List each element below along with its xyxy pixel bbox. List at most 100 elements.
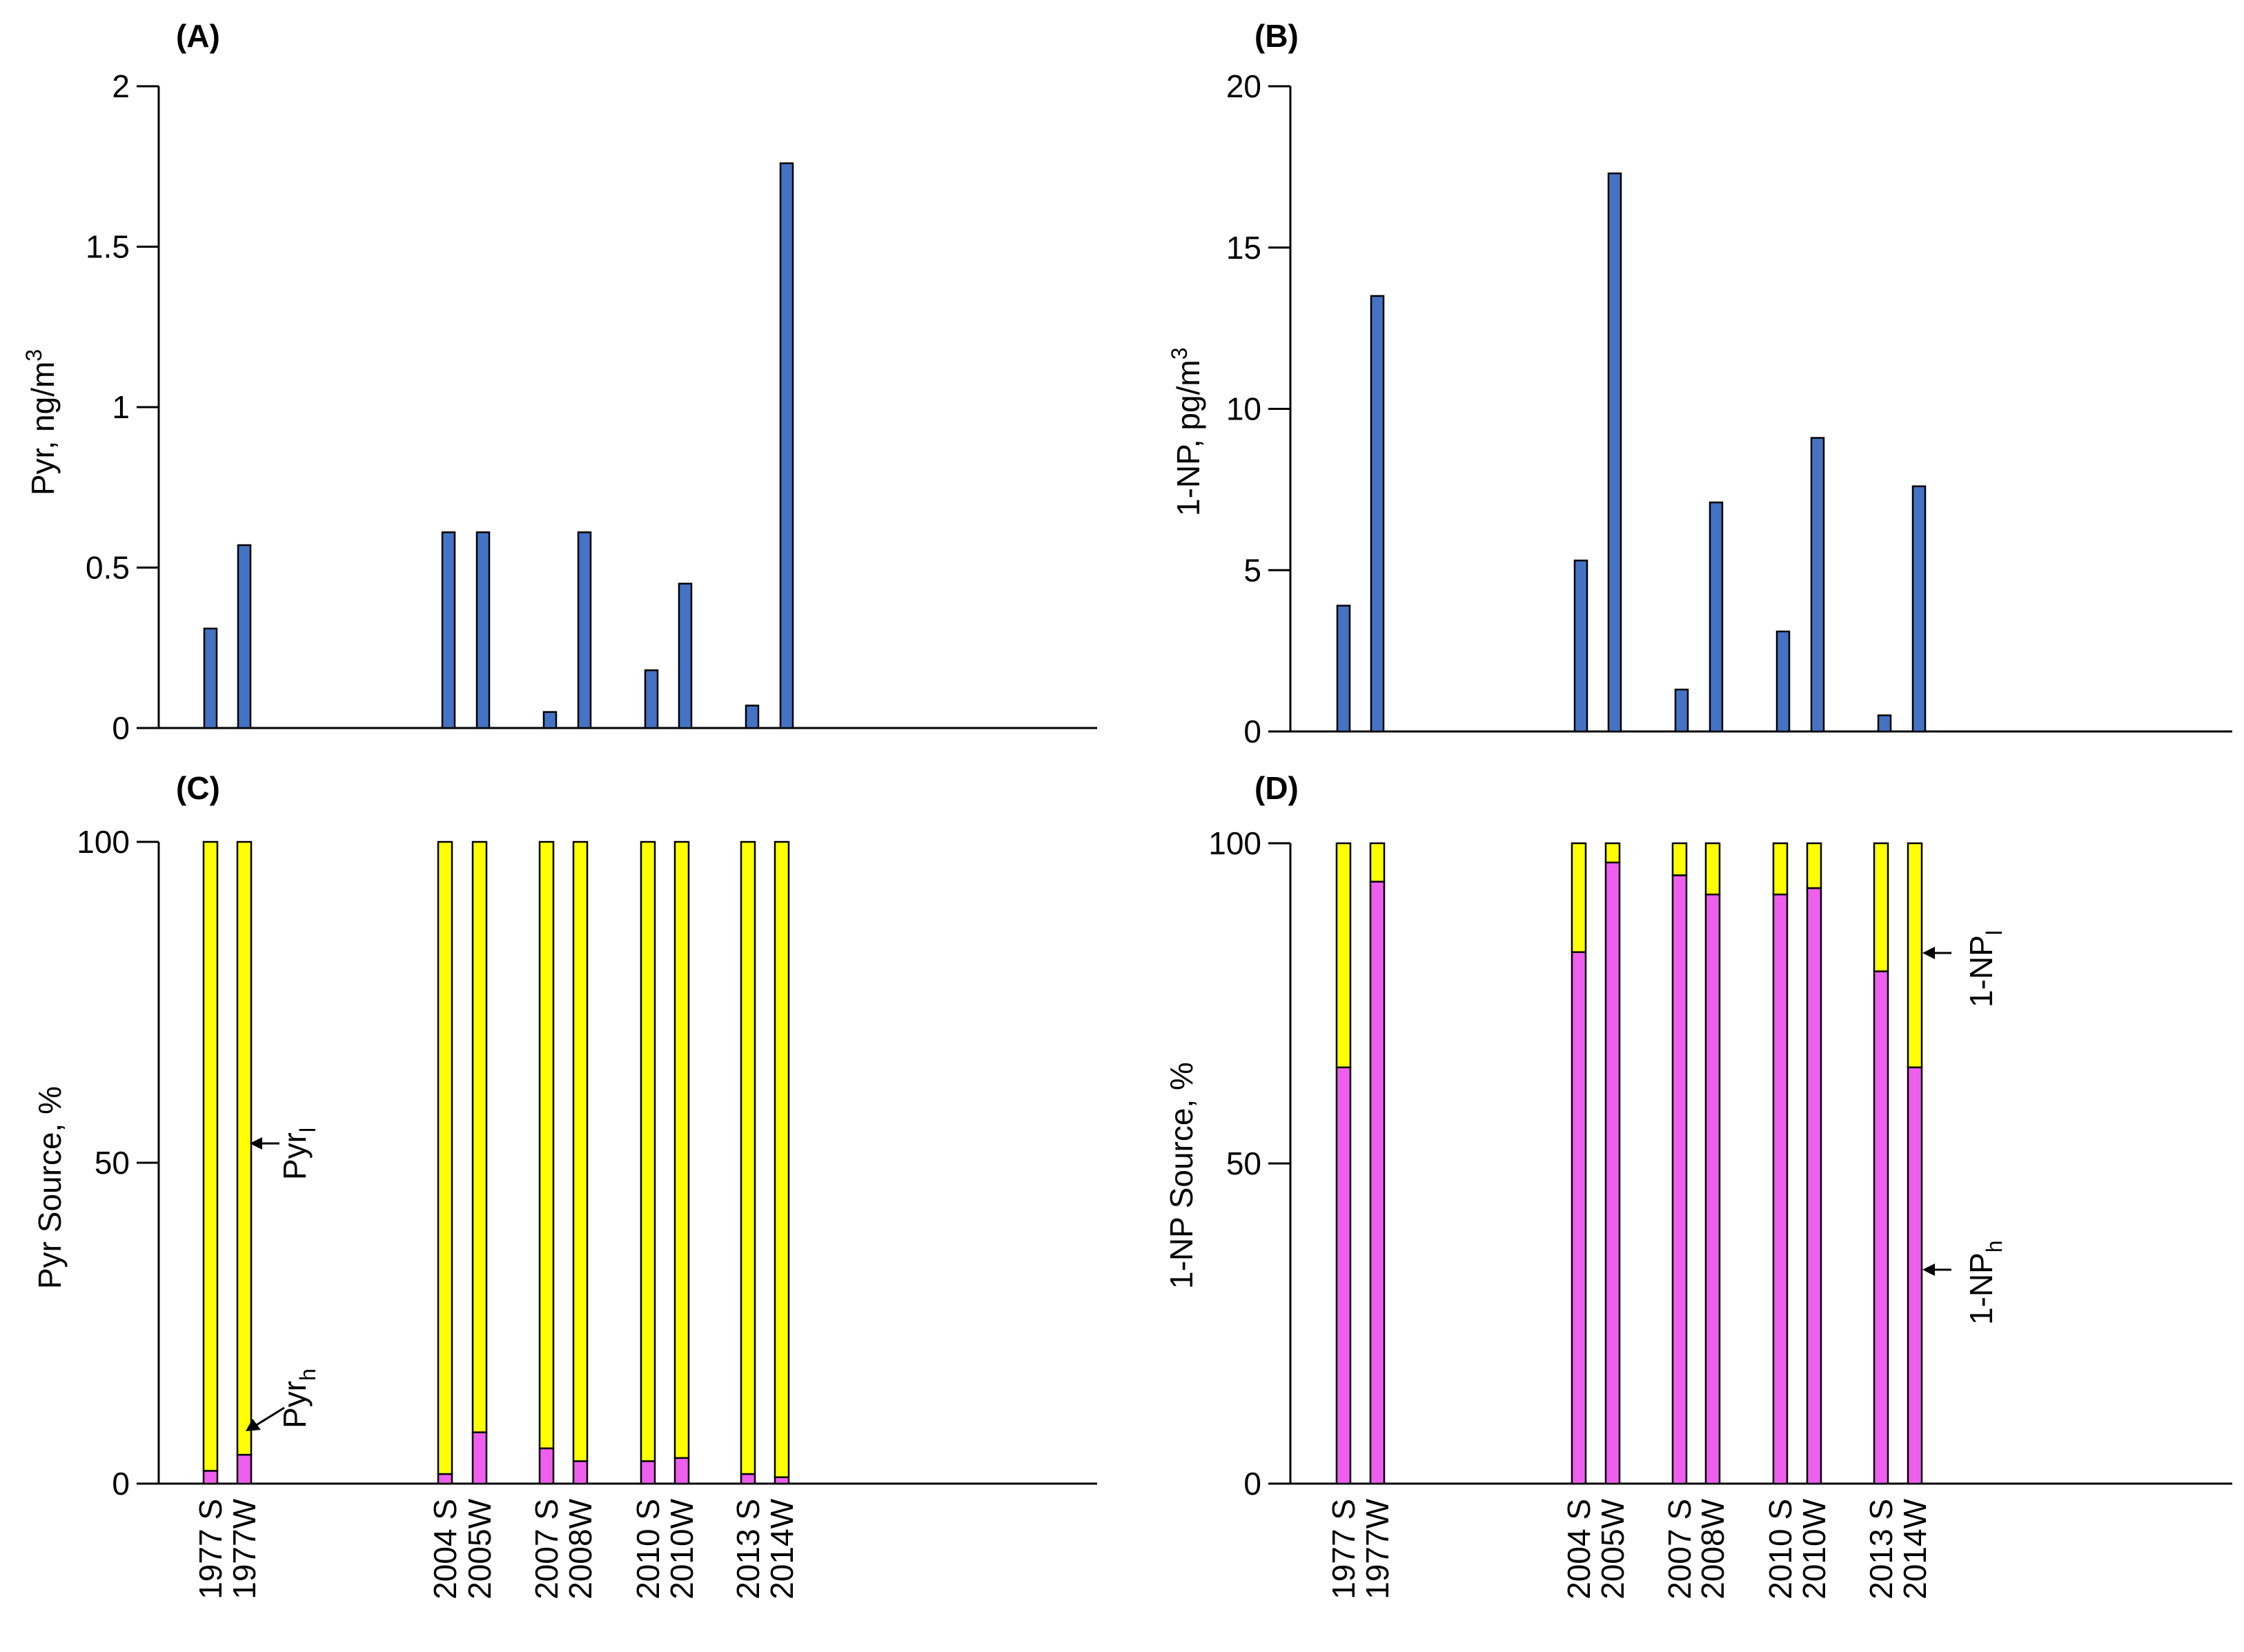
panel-d-bar-segment-l bbox=[1369, 842, 1386, 883]
panel-d-label: (D) bbox=[1254, 770, 1299, 806]
panel-a-bar bbox=[678, 582, 693, 729]
panel-a-bar bbox=[745, 705, 760, 729]
panel-d-bar-segment-l bbox=[1604, 842, 1621, 864]
annotation-1np-l: 1-NPl bbox=[1922, 930, 2007, 1007]
panel-b-y-tick-label: 20 bbox=[1226, 68, 1261, 104]
panel-c-y-axis-label: Pyr Source, % bbox=[32, 1086, 68, 1289]
annotation-1np-h: 1-NPh bbox=[1922, 1240, 2007, 1325]
panel-d-bar-segment-h bbox=[1907, 1066, 1923, 1485]
panel-d-bar-segment-l bbox=[1907, 842, 1923, 1069]
panel-b-bar bbox=[1370, 295, 1385, 733]
panel-c-category-label: 2007 S bbox=[529, 1499, 564, 1600]
panel-b-label: (B) bbox=[1254, 18, 1299, 54]
panel-b-bar bbox=[1336, 604, 1351, 733]
panel-b-bar bbox=[1674, 688, 1689, 733]
annotation-pyr-l: Pyrl bbox=[250, 1128, 320, 1180]
panel-b-bar bbox=[1573, 559, 1588, 733]
panel-c-category-label: 2010 S bbox=[630, 1499, 666, 1600]
panel-c-bar-segment-h bbox=[236, 1453, 253, 1485]
panel-a-label: (A) bbox=[176, 18, 220, 54]
panel-c-bar-segment-l bbox=[471, 840, 488, 1433]
chart-panel-b: 0 5 10 15 20 bbox=[1226, 68, 2232, 749]
annotation-pyr-h: Pyrh bbox=[246, 1368, 320, 1431]
panel-c-category-label: 1977 S bbox=[193, 1499, 228, 1600]
panel-a-y-tick-label: 1 bbox=[112, 389, 130, 425]
panel-d-bar-segment-h bbox=[1806, 887, 1822, 1485]
chart-panel-a: 0 0.5 1 1.5 2 bbox=[86, 68, 1097, 746]
panel-d-bar-segment-h bbox=[1369, 881, 1386, 1485]
panel-a-bar bbox=[441, 531, 456, 729]
panel-a-bar bbox=[203, 627, 218, 729]
panel-c-bar-segment-h bbox=[640, 1460, 656, 1485]
panel-c-label: (C) bbox=[176, 770, 220, 806]
panel-a-bar bbox=[542, 711, 558, 729]
panel-c-bar-segment-h bbox=[202, 1470, 219, 1485]
panel-b-bar bbox=[1709, 501, 1724, 733]
svg-text:Pyrh: Pyrh bbox=[277, 1368, 320, 1428]
panel-b-y-tick-label: 0 bbox=[1243, 714, 1261, 749]
panel-c-bar-segment-h bbox=[740, 1473, 756, 1485]
panel-d-y-axis-label: 1-NP Source, % bbox=[1163, 1062, 1199, 1289]
panel-b-bar bbox=[1877, 714, 1892, 733]
panel-d-bar-segment-h bbox=[1873, 970, 1889, 1485]
panel-c-bar-segment-l bbox=[538, 840, 555, 1450]
panel-d-y-tick-label: 50 bbox=[1226, 1145, 1261, 1181]
panel-d-bar-segment-l bbox=[1571, 842, 1587, 954]
panel-c-y-tick-label: 100 bbox=[77, 824, 130, 860]
panel-b-y-axis-label: 1-NP, pg/m3 bbox=[1167, 348, 1206, 517]
panel-a-y-tick-label: 0.5 bbox=[86, 550, 130, 586]
panel-c-bar-segment-l bbox=[774, 840, 790, 1478]
panel-d-bar-segment-h bbox=[1704, 893, 1721, 1485]
panel-d-bar-segment-l bbox=[1335, 842, 1352, 1069]
panel-c-category-label: 2005W bbox=[462, 1498, 498, 1599]
panel-a-bar bbox=[779, 162, 794, 729]
panel-c-bar-segment-l bbox=[572, 840, 589, 1462]
panel-c-bar-segment-l bbox=[236, 840, 253, 1456]
svg-text:Pyrl: Pyrl bbox=[277, 1128, 320, 1180]
panel-c-category-label: 2014W bbox=[764, 1498, 800, 1599]
panel-d-bar-segment-l bbox=[1772, 842, 1789, 896]
panel-c-bar-segment-l bbox=[202, 840, 219, 1472]
panel-d-bar-segment-l bbox=[1873, 842, 1889, 972]
panel-c-category-label: 2013 S bbox=[730, 1499, 766, 1600]
panel-a-bar bbox=[237, 544, 252, 729]
panel-c-bar-segment-h bbox=[538, 1447, 555, 1485]
svg-text:1-NPl: 1-NPl bbox=[1963, 930, 2007, 1007]
panel-d-category-label: 2008W bbox=[1695, 1498, 1731, 1599]
panel-d-category-label: 1977 S bbox=[1326, 1499, 1361, 1600]
panel-c-bar-segment-h bbox=[437, 1473, 453, 1485]
panel-c-category-label: 2004 S bbox=[427, 1499, 463, 1600]
panel-a-y-tick-label: 1.5 bbox=[86, 229, 130, 265]
panel-c-y-tick-label: 0 bbox=[112, 1466, 130, 1502]
panel-b-bar bbox=[1607, 172, 1622, 733]
panel-a-y-axis-label: Pyr, ng/m3 bbox=[21, 349, 61, 495]
panel-c-category-label: 1977W bbox=[226, 1498, 262, 1599]
panel-c-category-label: 2008W bbox=[562, 1498, 598, 1599]
panel-c-bar-segment-h bbox=[673, 1457, 690, 1485]
panel-d-bar-segment-h bbox=[1335, 1066, 1352, 1485]
panel-d-category-label: 1977W bbox=[1359, 1498, 1395, 1599]
panel-d-category-label: 2013 S bbox=[1863, 1499, 1899, 1600]
panel-d-bar-segment-h bbox=[1604, 861, 1621, 1485]
panel-a-bar bbox=[644, 669, 659, 729]
panel-d-category-label: 2005W bbox=[1595, 1498, 1631, 1599]
panel-d-bar-segment-h bbox=[1671, 874, 1688, 1485]
panel-c-y-tick-label: 50 bbox=[95, 1145, 130, 1181]
panel-c-bar-segment-l bbox=[640, 840, 656, 1462]
panel-b-bar bbox=[1810, 437, 1825, 733]
panel-d-category-label: 2007 S bbox=[1662, 1499, 1697, 1600]
panel-d-bar-segment-l bbox=[1704, 842, 1721, 896]
panel-c-bar-segment-l bbox=[437, 840, 453, 1475]
panel-b-bar bbox=[1911, 485, 1927, 733]
panel-d-category-label: 2010 S bbox=[1762, 1499, 1798, 1600]
panel-d-y-tick-label: 0 bbox=[1243, 1466, 1261, 1502]
panel-d-y-tick-label: 100 bbox=[1208, 825, 1261, 861]
panel-c-bar-segment-h bbox=[774, 1476, 790, 1485]
panel-c-bar-segment-l bbox=[740, 840, 756, 1475]
panel-d-category-label: 2010W bbox=[1796, 1498, 1832, 1599]
panel-c-bar-segment-h bbox=[572, 1460, 589, 1485]
panel-b-y-tick-label: 10 bbox=[1226, 391, 1261, 427]
